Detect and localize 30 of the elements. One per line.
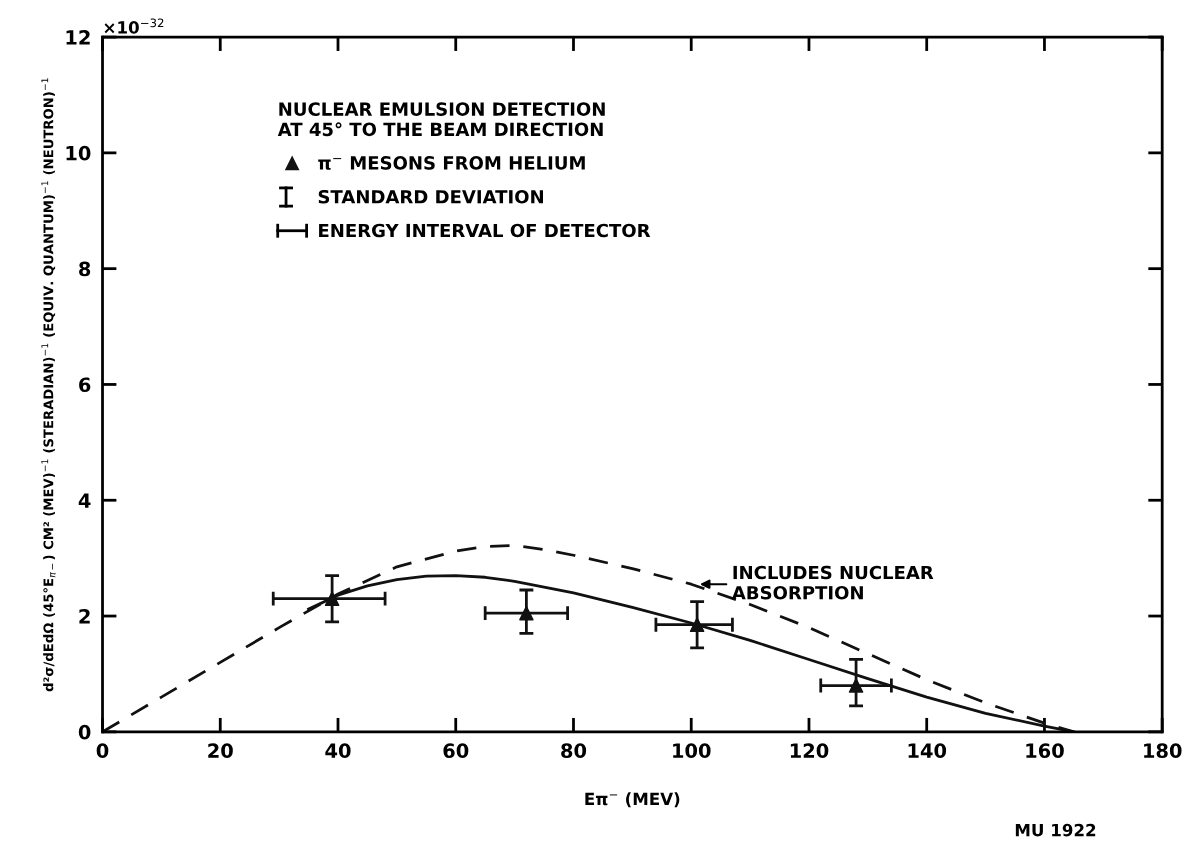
x-tick-label: 140 <box>908 743 947 758</box>
text: ×10$^{−32}$ <box>104 18 164 34</box>
annotation: STANDARD DEVIATION <box>318 189 544 204</box>
x-tick-label: 100 <box>673 743 711 758</box>
x-tick-label: 120 <box>790 743 829 758</box>
x-tick-label: 180 <box>1144 743 1182 758</box>
point <box>519 605 534 621</box>
y-tick-label: 0 <box>78 724 91 740</box>
point <box>848 678 864 693</box>
y-tick-label: 6 <box>79 377 91 393</box>
y-tick-label: 2 <box>79 609 90 624</box>
annotation: ENERGY INTERVAL OF DETECTOR <box>319 223 651 238</box>
x-tick-label: 60 <box>443 743 469 758</box>
y-tick-label: 10 <box>66 145 91 161</box>
text: MU 1922 <box>1015 823 1096 837</box>
x-tick-label: 20 <box>208 743 233 758</box>
x-tick-label: 40 <box>325 743 351 758</box>
x-tick-label: 0 <box>96 743 109 758</box>
legend-label: π$^{−}$ MESONS FROM HELIUM <box>318 156 585 170</box>
legend-title: NUCLEAR EMULSION DETECTION AT 45° TO THE BEAM DIRECTION <box>277 102 605 137</box>
x-tick-label: 160 <box>1026 743 1064 758</box>
point <box>324 591 340 606</box>
x-axis-title: Eπ$^{−}$ (MEV) <box>585 792 680 808</box>
y-tick-label: 4 <box>78 493 91 508</box>
y-tick-label: 8 <box>79 261 91 277</box>
y-tick-label: 12 <box>66 30 90 45</box>
text: d²σ/dEdΩ (45°E$_{π−}$) CM² (MEV)$^{−1}$ (STERADIAN)$^{−1}$ (EQUIV. QUANTUM)$^{−1}$ (NEUTRON)$^{−1}$ <box>41 78 56 692</box>
point <box>689 617 705 633</box>
annotation: INCLUDES NUCLEAR ABSORPTION <box>731 565 934 600</box>
x-tick-label: 80 <box>561 743 587 758</box>
